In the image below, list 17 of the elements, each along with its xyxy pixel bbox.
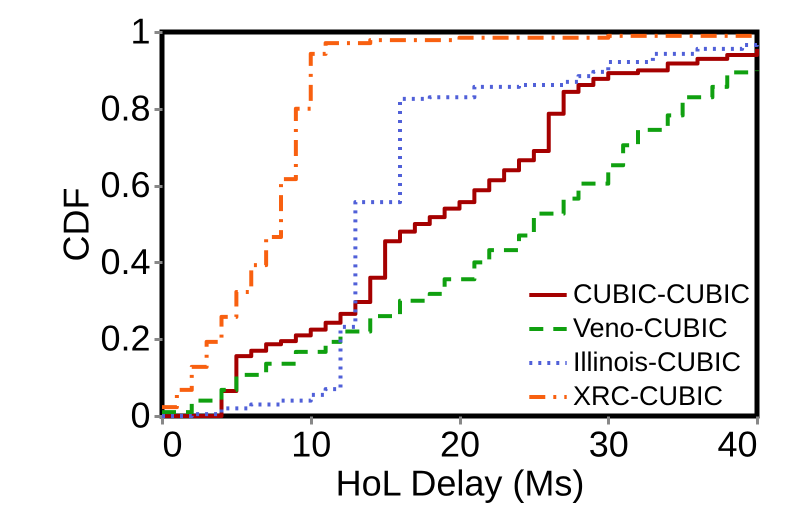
y-axis-title: CDF: [55, 188, 96, 262]
x-tick-label: 40: [717, 424, 758, 464]
y-tick-label: 0.2: [100, 318, 150, 359]
legend-label: Veno-CUBIC: [573, 313, 728, 343]
x-tick-label: 30: [588, 424, 629, 464]
x-tick-label: 10: [291, 424, 332, 464]
x-tick-label: 20: [440, 424, 480, 464]
y-tick-label: 0.8: [100, 87, 150, 128]
y-tick-label: 0.4: [100, 240, 150, 282]
x-tick-label: 0: [162, 424, 183, 464]
legend-label: XRC-CUBIC: [573, 381, 724, 411]
y-tick-label: 0: [130, 394, 150, 436]
y-tick-label: 1: [130, 10, 150, 52]
y-tick-label: 0.6: [100, 164, 150, 206]
legend-label: CUBIC-CUBIC: [573, 279, 750, 309]
x-axis-title: HoL Delay (Ms): [336, 462, 584, 504]
legend-label: Illinois-CUBIC: [573, 347, 742, 377]
